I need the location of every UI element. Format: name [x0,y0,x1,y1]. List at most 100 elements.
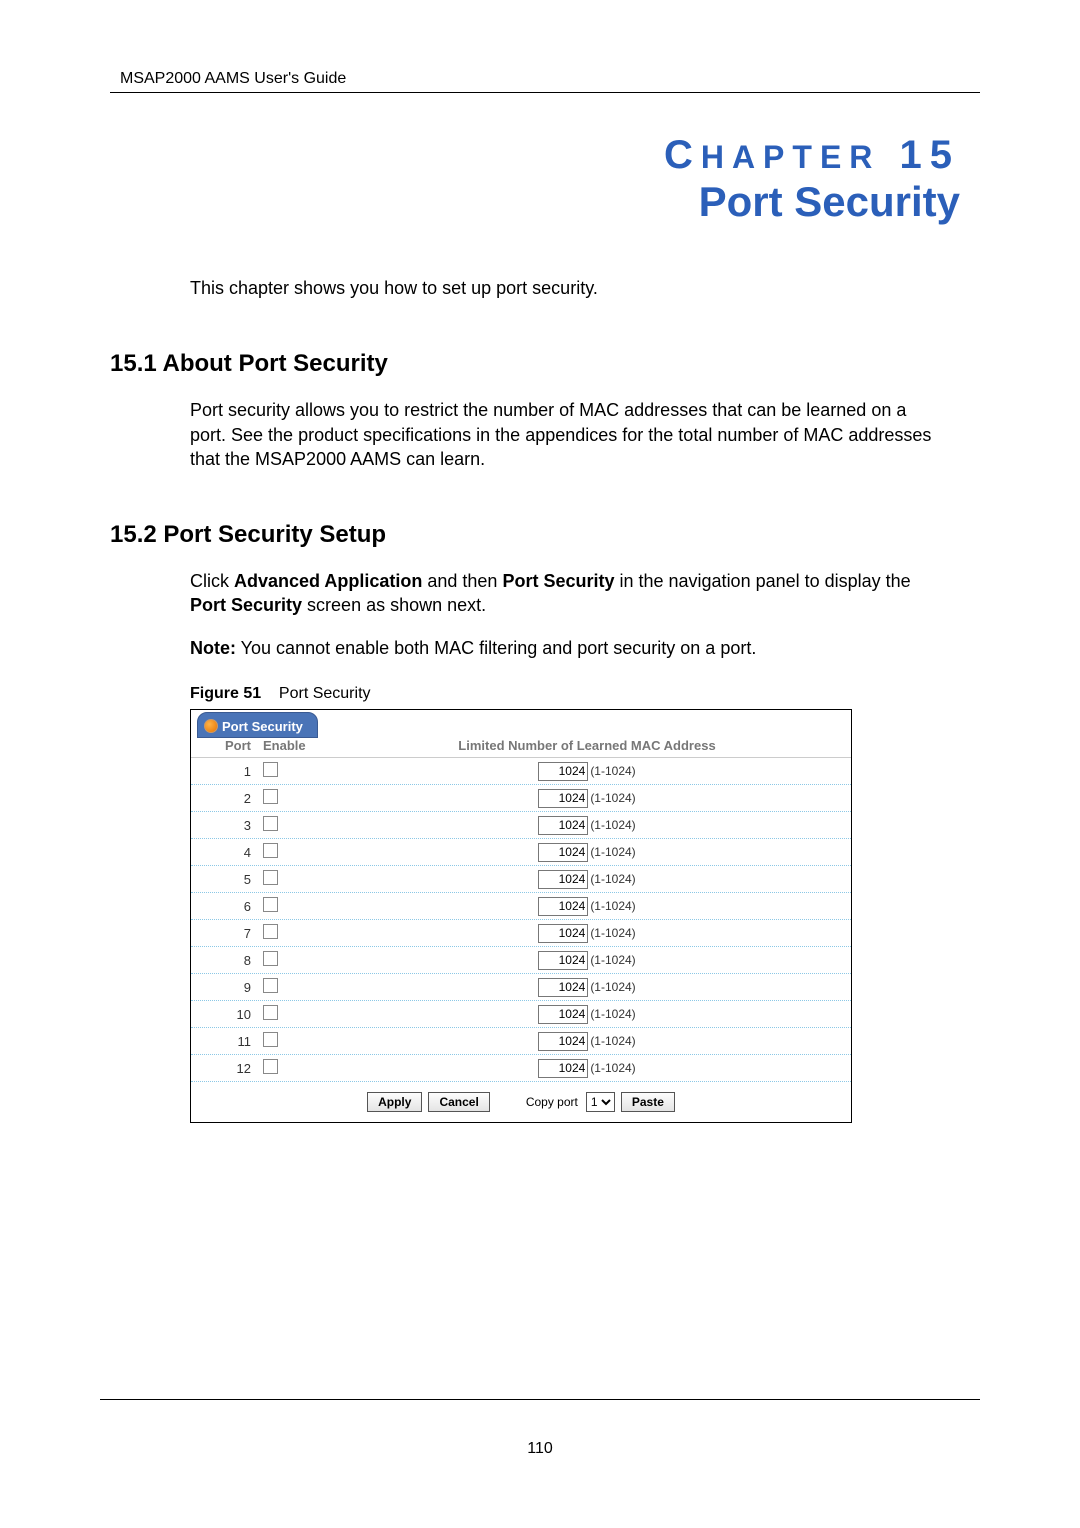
figure-title: Port Security [279,685,371,702]
note-label: Note: [190,638,236,658]
page-number: 110 [0,1440,1080,1458]
enable-cell [263,1005,323,1023]
mac-cell: (1-1024) [323,897,851,916]
tab-bar: Port Security [191,710,851,734]
text-run: screen as shown next. [302,595,486,615]
enable-checkbox[interactable] [263,816,278,831]
mac-cell: (1-1024) [323,1059,851,1078]
enable-checkbox[interactable] [263,1059,278,1074]
table-row: 8(1-1024) [191,947,851,974]
col-port-header: Port [191,738,263,753]
text-run: Click [190,571,234,591]
table-row: 2 (1-1024) [191,785,851,812]
port-cell: 1 [191,764,263,779]
mac-range-label: (1-1024) [590,791,635,805]
port-cell: 12 [191,1061,263,1076]
mac-range-label: (1-1024) [590,899,635,913]
mac-limit-input[interactable] [538,762,588,781]
mac-limit-input[interactable] [538,843,588,862]
copy-port-select[interactable]: 1 [586,1092,615,1112]
mac-cell: (1-1024) [323,1032,851,1051]
enable-checkbox[interactable] [263,762,278,777]
tab-label: Port Security [222,719,303,734]
enable-checkbox[interactable] [263,951,278,966]
figure-caption: Figure 51 Port Security [190,685,980,703]
enable-checkbox[interactable] [263,843,278,858]
col-mac-header: Limited Number of Learned MAC Address [323,738,851,753]
mac-cell: (1-1024) [323,816,851,835]
mac-cell: (1-1024) [323,870,851,889]
note-text: You cannot enable both MAC filtering and… [236,638,756,658]
table-row: 4 (1-1024) [191,839,851,866]
port-cell: 2 [191,791,263,806]
section-2-para1: Click Advanced Application and then Port… [190,569,940,618]
cancel-button[interactable]: Cancel [428,1092,489,1112]
port-cell: 5 [191,872,263,887]
port-cell: 4 [191,845,263,860]
table-row: 11 (1-1024) [191,1028,851,1055]
enable-cell [263,816,323,834]
mac-cell: (1-1024) [323,789,851,808]
port-cell: 3 [191,818,263,833]
enable-cell [263,951,323,969]
mac-limit-input[interactable] [538,870,588,889]
enable-checkbox[interactable] [263,789,278,804]
figure-label: Figure 51 [190,685,261,702]
mac-range-label: (1-1024) [590,845,635,859]
mac-cell: (1-1024) [323,978,851,997]
mac-limit-input[interactable] [538,978,588,997]
table-row: 6(1-1024) [191,893,851,920]
mac-range-label: (1-1024) [590,926,635,940]
mac-limit-input[interactable] [538,951,588,970]
table-row: 12 (1-1024) [191,1055,851,1082]
mac-range-label: (1-1024) [590,1034,635,1048]
mac-cell: (1-1024) [323,843,851,862]
mac-range-label: (1-1024) [590,764,635,778]
table-row: 3 (1-1024) [191,812,851,839]
enable-checkbox[interactable] [263,1032,278,1047]
apply-button[interactable]: Apply [367,1092,422,1112]
intro-text: This chapter shows you how to set up por… [190,276,940,300]
mac-cell: (1-1024) [323,762,851,781]
mac-limit-input[interactable] [538,816,588,835]
tab-bullet-icon [204,719,218,733]
section-2-heading: 15.2 Port Security Setup [110,521,980,549]
header-rule [110,92,980,93]
paste-button[interactable]: Paste [621,1092,675,1112]
section-1-text: Port security allows you to restrict the… [190,398,940,471]
mac-limit-input[interactable] [538,1059,588,1078]
table-row: 7(1-1024) [191,920,851,947]
enable-cell [263,978,323,996]
mac-cell: (1-1024) [323,951,851,970]
text-run: and then [422,571,502,591]
button-row: Apply Cancel Copy port 1 Paste [191,1082,851,1122]
mac-range-label: (1-1024) [590,872,635,886]
enable-checkbox[interactable] [263,897,278,912]
enable-checkbox[interactable] [263,870,278,885]
bold-run: Port Security [502,571,614,591]
port-cell: 11 [191,1034,263,1049]
table-row: 10 (1-1024) [191,1001,851,1028]
bold-run: Advanced Application [234,571,422,591]
mac-range-label: (1-1024) [590,1007,635,1021]
mac-limit-input[interactable] [538,1005,588,1024]
mac-limit-input[interactable] [538,1032,588,1051]
bold-run: Port Security [190,595,302,615]
mac-cell: (1-1024) [323,1005,851,1024]
mac-limit-input[interactable] [538,924,588,943]
tab-port-security[interactable]: Port Security [197,712,318,738]
mac-limit-input[interactable] [538,897,588,916]
mac-limit-input[interactable] [538,789,588,808]
enable-checkbox[interactable] [263,978,278,993]
text-run: in the navigation panel to display the [614,571,910,591]
table-row: 5 (1-1024) [191,866,851,893]
mac-cell: (1-1024) [323,924,851,943]
mac-range-label: (1-1024) [590,953,635,967]
port-cell: 10 [191,1007,263,1022]
enable-checkbox[interactable] [263,1005,278,1020]
enable-cell [263,762,323,780]
enable-cell [263,1059,323,1077]
port-security-screenshot: Port Security Port Enable Limited Number… [190,709,852,1123]
enable-checkbox[interactable] [263,924,278,939]
chapter-title: Port Security [110,178,960,226]
